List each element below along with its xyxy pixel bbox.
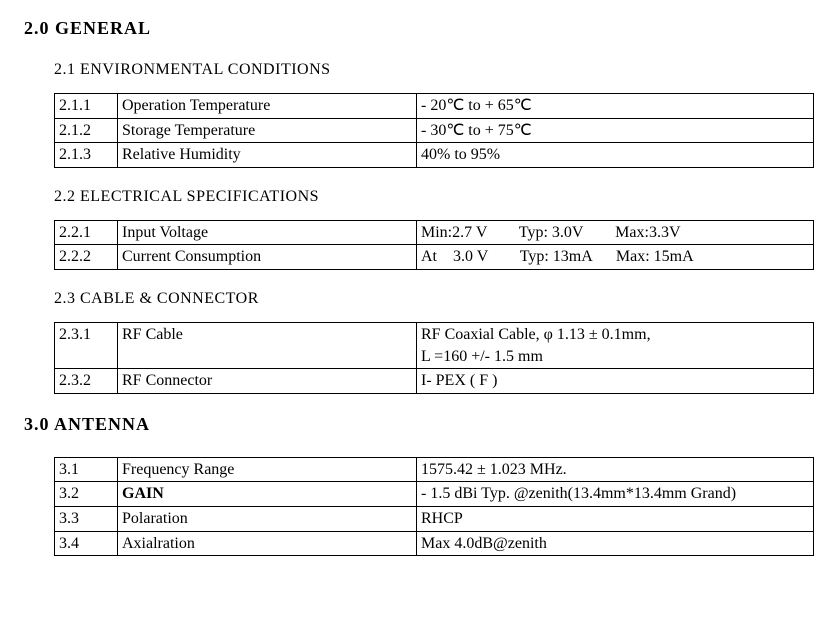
table-row: 3.1 Frequency Range 1575.42 ± 1.023 MHz. [55, 457, 814, 482]
row-val: - 20℃ to + 65℃ [417, 94, 814, 119]
row-name: Storage Temperature [118, 118, 417, 143]
table-cable-connector: 2.3.1 RF Cable RF Coaxial Cable, φ 1.13 … [54, 322, 814, 394]
row-val: At 3.0 V Typ: 13mA Max: 15mA [417, 245, 814, 270]
table-row: 2.3.2 RF Connector I- PEX ( F ) [55, 369, 814, 394]
row-val-text: Min:2.7 V Typ: 3.0V Max:3.3V [421, 222, 681, 244]
row-num: 2.1.2 [55, 118, 118, 143]
row-val-text: At 3.0 V Typ: 13mA Max: 15mA [421, 246, 694, 268]
row-name: RF Connector [118, 369, 417, 394]
row-num: 2.3.2 [55, 369, 118, 394]
section-3-heading: 3.0 ANTENNA [24, 414, 816, 435]
section-2-3-heading: 2.3 CABLE & CONNECTOR [54, 290, 816, 308]
table-row: 3.2 GAIN - 1.5 dBi Typ. @zenith(13.4mm*1… [55, 482, 814, 507]
row-num: 2.2.1 [55, 220, 118, 245]
table-row: 2.1.3 Relative Humidity 40% to 95% [55, 143, 814, 168]
row-num: 3.3 [55, 506, 118, 531]
row-num: 3.1 [55, 457, 118, 482]
table-row: 2.3.1 RF Cable RF Coaxial Cable, φ 1.13 … [55, 322, 814, 368]
row-num: 3.4 [55, 531, 118, 556]
table-row: 2.1.1 Operation Temperature - 20℃ to + 6… [55, 94, 814, 119]
table-row: 2.2.1 Input Voltage Min:2.7 V Typ: 3.0V … [55, 220, 814, 245]
row-name: Axialration [118, 531, 417, 556]
table-antenna: 3.1 Frequency Range 1575.42 ± 1.023 MHz.… [54, 457, 814, 556]
table-environmental: 2.1.1 Operation Temperature - 20℃ to + 6… [54, 93, 814, 168]
row-num: 3.2 [55, 482, 118, 507]
row-name: RF Cable [118, 322, 417, 368]
row-name: Frequency Range [118, 457, 417, 482]
row-val: 40% to 95% [417, 143, 814, 168]
row-name: Input Voltage [118, 220, 417, 245]
row-name: Operation Temperature [118, 94, 417, 119]
row-val: I- PEX ( F ) [417, 369, 814, 394]
row-val: - 30℃ to + 75℃ [417, 118, 814, 143]
row-name: Polaration [118, 506, 417, 531]
row-val: 1575.42 ± 1.023 MHz. [417, 457, 814, 482]
row-val: RHCP [417, 506, 814, 531]
row-name: GAIN [118, 482, 417, 507]
section-2-1-heading: 2.1 ENVIRONMENTAL CONDITIONS [54, 61, 816, 79]
table-electrical: 2.2.1 Input Voltage Min:2.7 V Typ: 3.0V … [54, 220, 814, 270]
table-row: 2.1.2 Storage Temperature - 30℃ to + 75℃ [55, 118, 814, 143]
row-val-text: RF Coaxial Cable, φ 1.13 ± 0.1mm, L =160… [421, 324, 651, 367]
row-num: 2.1.1 [55, 94, 118, 119]
row-name: Relative Humidity [118, 143, 417, 168]
row-val: Max 4.0dB@zenith [417, 531, 814, 556]
row-num: 2.1.3 [55, 143, 118, 168]
row-name: Current Consumption [118, 245, 417, 270]
row-num: 2.3.1 [55, 322, 118, 368]
row-num: 2.2.2 [55, 245, 118, 270]
row-val: - 1.5 dBi Typ. @zenith(13.4mm*13.4mm Gra… [417, 482, 814, 507]
row-val: Min:2.7 V Typ: 3.0V Max:3.3V [417, 220, 814, 245]
section-2-heading: 2.0 GENERAL [24, 18, 816, 39]
section-2-2-heading: 2.2 ELECTRICAL SPECIFICATIONS [54, 188, 816, 206]
table-row: 2.2.2 Current Consumption At 3.0 V Typ: … [55, 245, 814, 270]
table-row: 3.3 Polaration RHCP [55, 506, 814, 531]
row-val: RF Coaxial Cable, φ 1.13 ± 0.1mm, L =160… [417, 322, 814, 368]
table-row: 3.4 Axialration Max 4.0dB@zenith [55, 531, 814, 556]
